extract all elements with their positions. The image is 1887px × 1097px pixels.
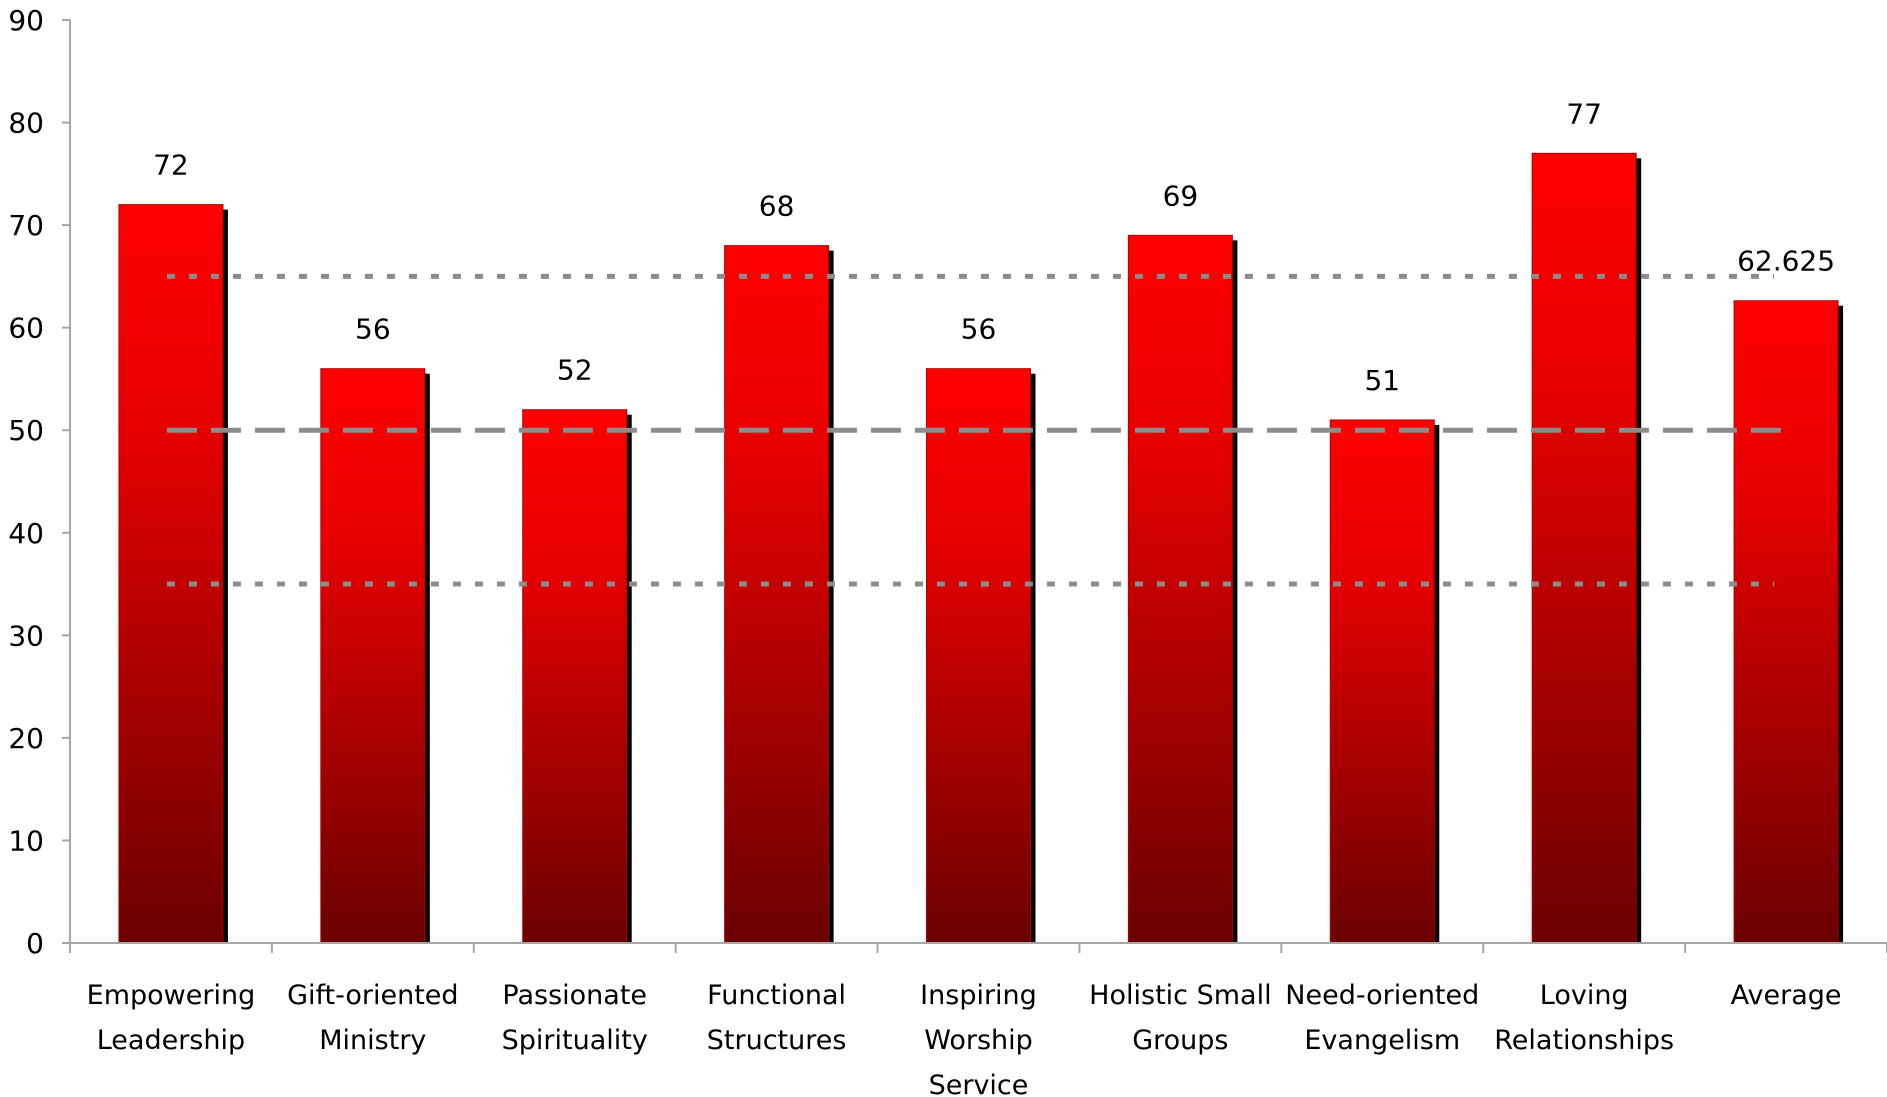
bars-layer	[118, 152, 1844, 944]
y-tick-label: 50	[8, 414, 44, 447]
y-tick-label: 40	[8, 517, 44, 550]
x-category-label: Need-oriented Evangelism	[1285, 980, 1479, 1056]
x-category-label: Gift-oriented Ministry	[287, 980, 458, 1056]
x-category-label-line: Ministry	[319, 1025, 426, 1056]
x-category-label: Passionate Spirituality	[502, 980, 648, 1056]
y-tick-label: 0	[26, 927, 44, 960]
bar	[522, 409, 628, 944]
bar	[1733, 300, 1839, 944]
bar	[118, 204, 224, 944]
x-category-label-line: Gift-oriented	[287, 980, 458, 1011]
bar	[320, 368, 426, 944]
bar-value-label: 56	[961, 313, 997, 346]
x-category-label-line: Leadership	[97, 1025, 245, 1056]
y-tick-label: 90	[8, 4, 44, 37]
bar-value-label: 52	[557, 354, 593, 387]
axes-layer	[62, 19, 1887, 953]
y-tick-label: 10	[8, 824, 44, 857]
bar	[724, 245, 830, 944]
x-category-label-line: Relationships	[1494, 1025, 1674, 1056]
x-category-label-line: Groups	[1132, 1025, 1228, 1056]
y-tick-label: 30	[8, 619, 44, 652]
labels-layer: 72 56 52 68 56 69 51 77 62.625 0 10 20 30 40 50 60 70 80 9…	[8, 4, 1841, 1097]
bar	[1329, 419, 1435, 944]
x-category-label-line: Loving	[1540, 980, 1629, 1011]
x-category-label-line: Holistic Small	[1089, 980, 1271, 1011]
x-category-label-line: Spirituality	[502, 1025, 648, 1056]
bar	[926, 368, 1031, 944]
y-tick-label: 20	[8, 722, 44, 755]
x-category-label: Empowering Leadership	[87, 980, 256, 1056]
x-category-label: Functional Structures	[707, 980, 847, 1056]
x-category-label-line: Structures	[707, 1025, 847, 1056]
bar	[1127, 234, 1233, 944]
bar-value-label: 51	[1364, 364, 1400, 397]
bar	[1531, 152, 1637, 944]
y-tick-label: 80	[8, 107, 44, 140]
bar-value-label: 69	[1163, 179, 1199, 212]
reference-lines-layer	[166, 273, 1793, 587]
bar-value-label: 56	[355, 313, 391, 346]
x-category-label-line: Need-oriented	[1285, 980, 1479, 1011]
x-category-label-line: Average	[1731, 980, 1842, 1011]
x-category-label: Inspiring Worship Service	[920, 980, 1037, 1097]
x-category-label-line: Empowering	[87, 980, 256, 1011]
x-category-label: Loving Relationships	[1494, 980, 1674, 1056]
bar-value-label: 77	[1566, 97, 1602, 130]
x-category-label: Holistic Small Groups	[1089, 980, 1271, 1056]
x-category-label-line: Functional	[707, 980, 846, 1011]
x-category-label-line: Passionate	[502, 980, 647, 1011]
bar-value-label: 62.625	[1737, 245, 1835, 278]
bar-value-label: 68	[759, 190, 795, 223]
x-category-label-line: Inspiring	[920, 980, 1037, 1011]
x-category-label: Average	[1731, 980, 1842, 1011]
x-category-label-line: Service	[929, 1070, 1029, 1097]
y-tick-label: 70	[8, 209, 44, 242]
bar-value-label: 72	[153, 149, 189, 182]
x-category-label-line: Worship	[924, 1025, 1033, 1056]
y-tick-label: 60	[8, 312, 44, 345]
x-category-label-line: Evangelism	[1304, 1025, 1460, 1056]
